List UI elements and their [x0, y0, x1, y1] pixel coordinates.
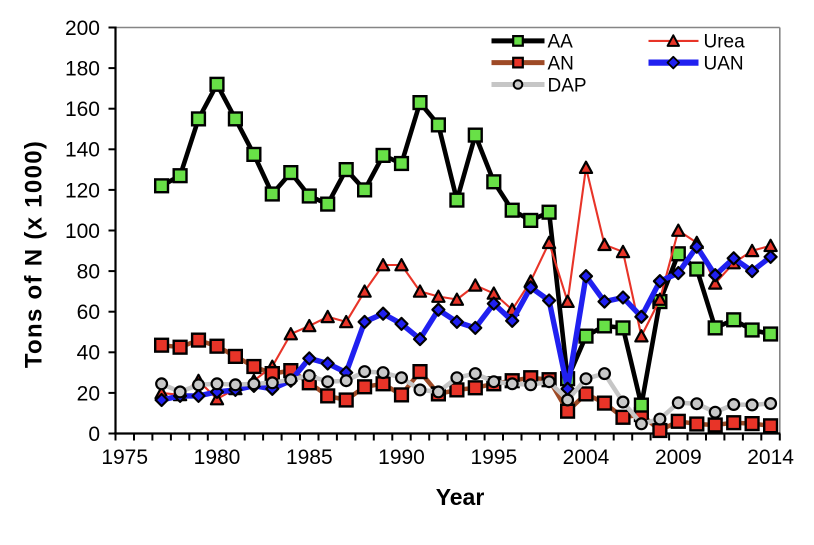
svg-text:AN: AN [548, 53, 574, 74]
svg-text:AA: AA [548, 32, 574, 53]
svg-text:2014: 2014 [747, 446, 794, 469]
svg-text:60: 60 [77, 301, 100, 324]
svg-text:2009: 2009 [655, 446, 702, 469]
svg-text:1980: 1980 [194, 446, 241, 469]
svg-text:200: 200 [65, 17, 100, 40]
svg-text:Tons of N (x 1000): Tons of N (x 1000) [21, 140, 48, 368]
svg-text:DAP: DAP [548, 75, 587, 96]
svg-text:1985: 1985 [286, 446, 333, 469]
svg-text:UAN: UAN [704, 53, 744, 74]
svg-text:1975: 1975 [101, 446, 148, 469]
svg-text:Year: Year [436, 484, 485, 510]
svg-text:140: 140 [65, 139, 100, 162]
svg-text:40: 40 [77, 342, 100, 365]
svg-text:1990: 1990 [378, 446, 425, 469]
svg-text:100: 100 [65, 220, 100, 243]
svg-text:80: 80 [77, 261, 100, 284]
svg-text:180: 180 [65, 58, 100, 81]
svg-text:0: 0 [88, 423, 100, 446]
svg-text:1995: 1995 [470, 446, 517, 469]
svg-text:160: 160 [65, 98, 100, 121]
svg-text:Urea: Urea [704, 32, 746, 53]
svg-text:2004: 2004 [563, 446, 610, 469]
svg-text:120: 120 [65, 179, 100, 202]
svg-text:20: 20 [77, 382, 100, 405]
